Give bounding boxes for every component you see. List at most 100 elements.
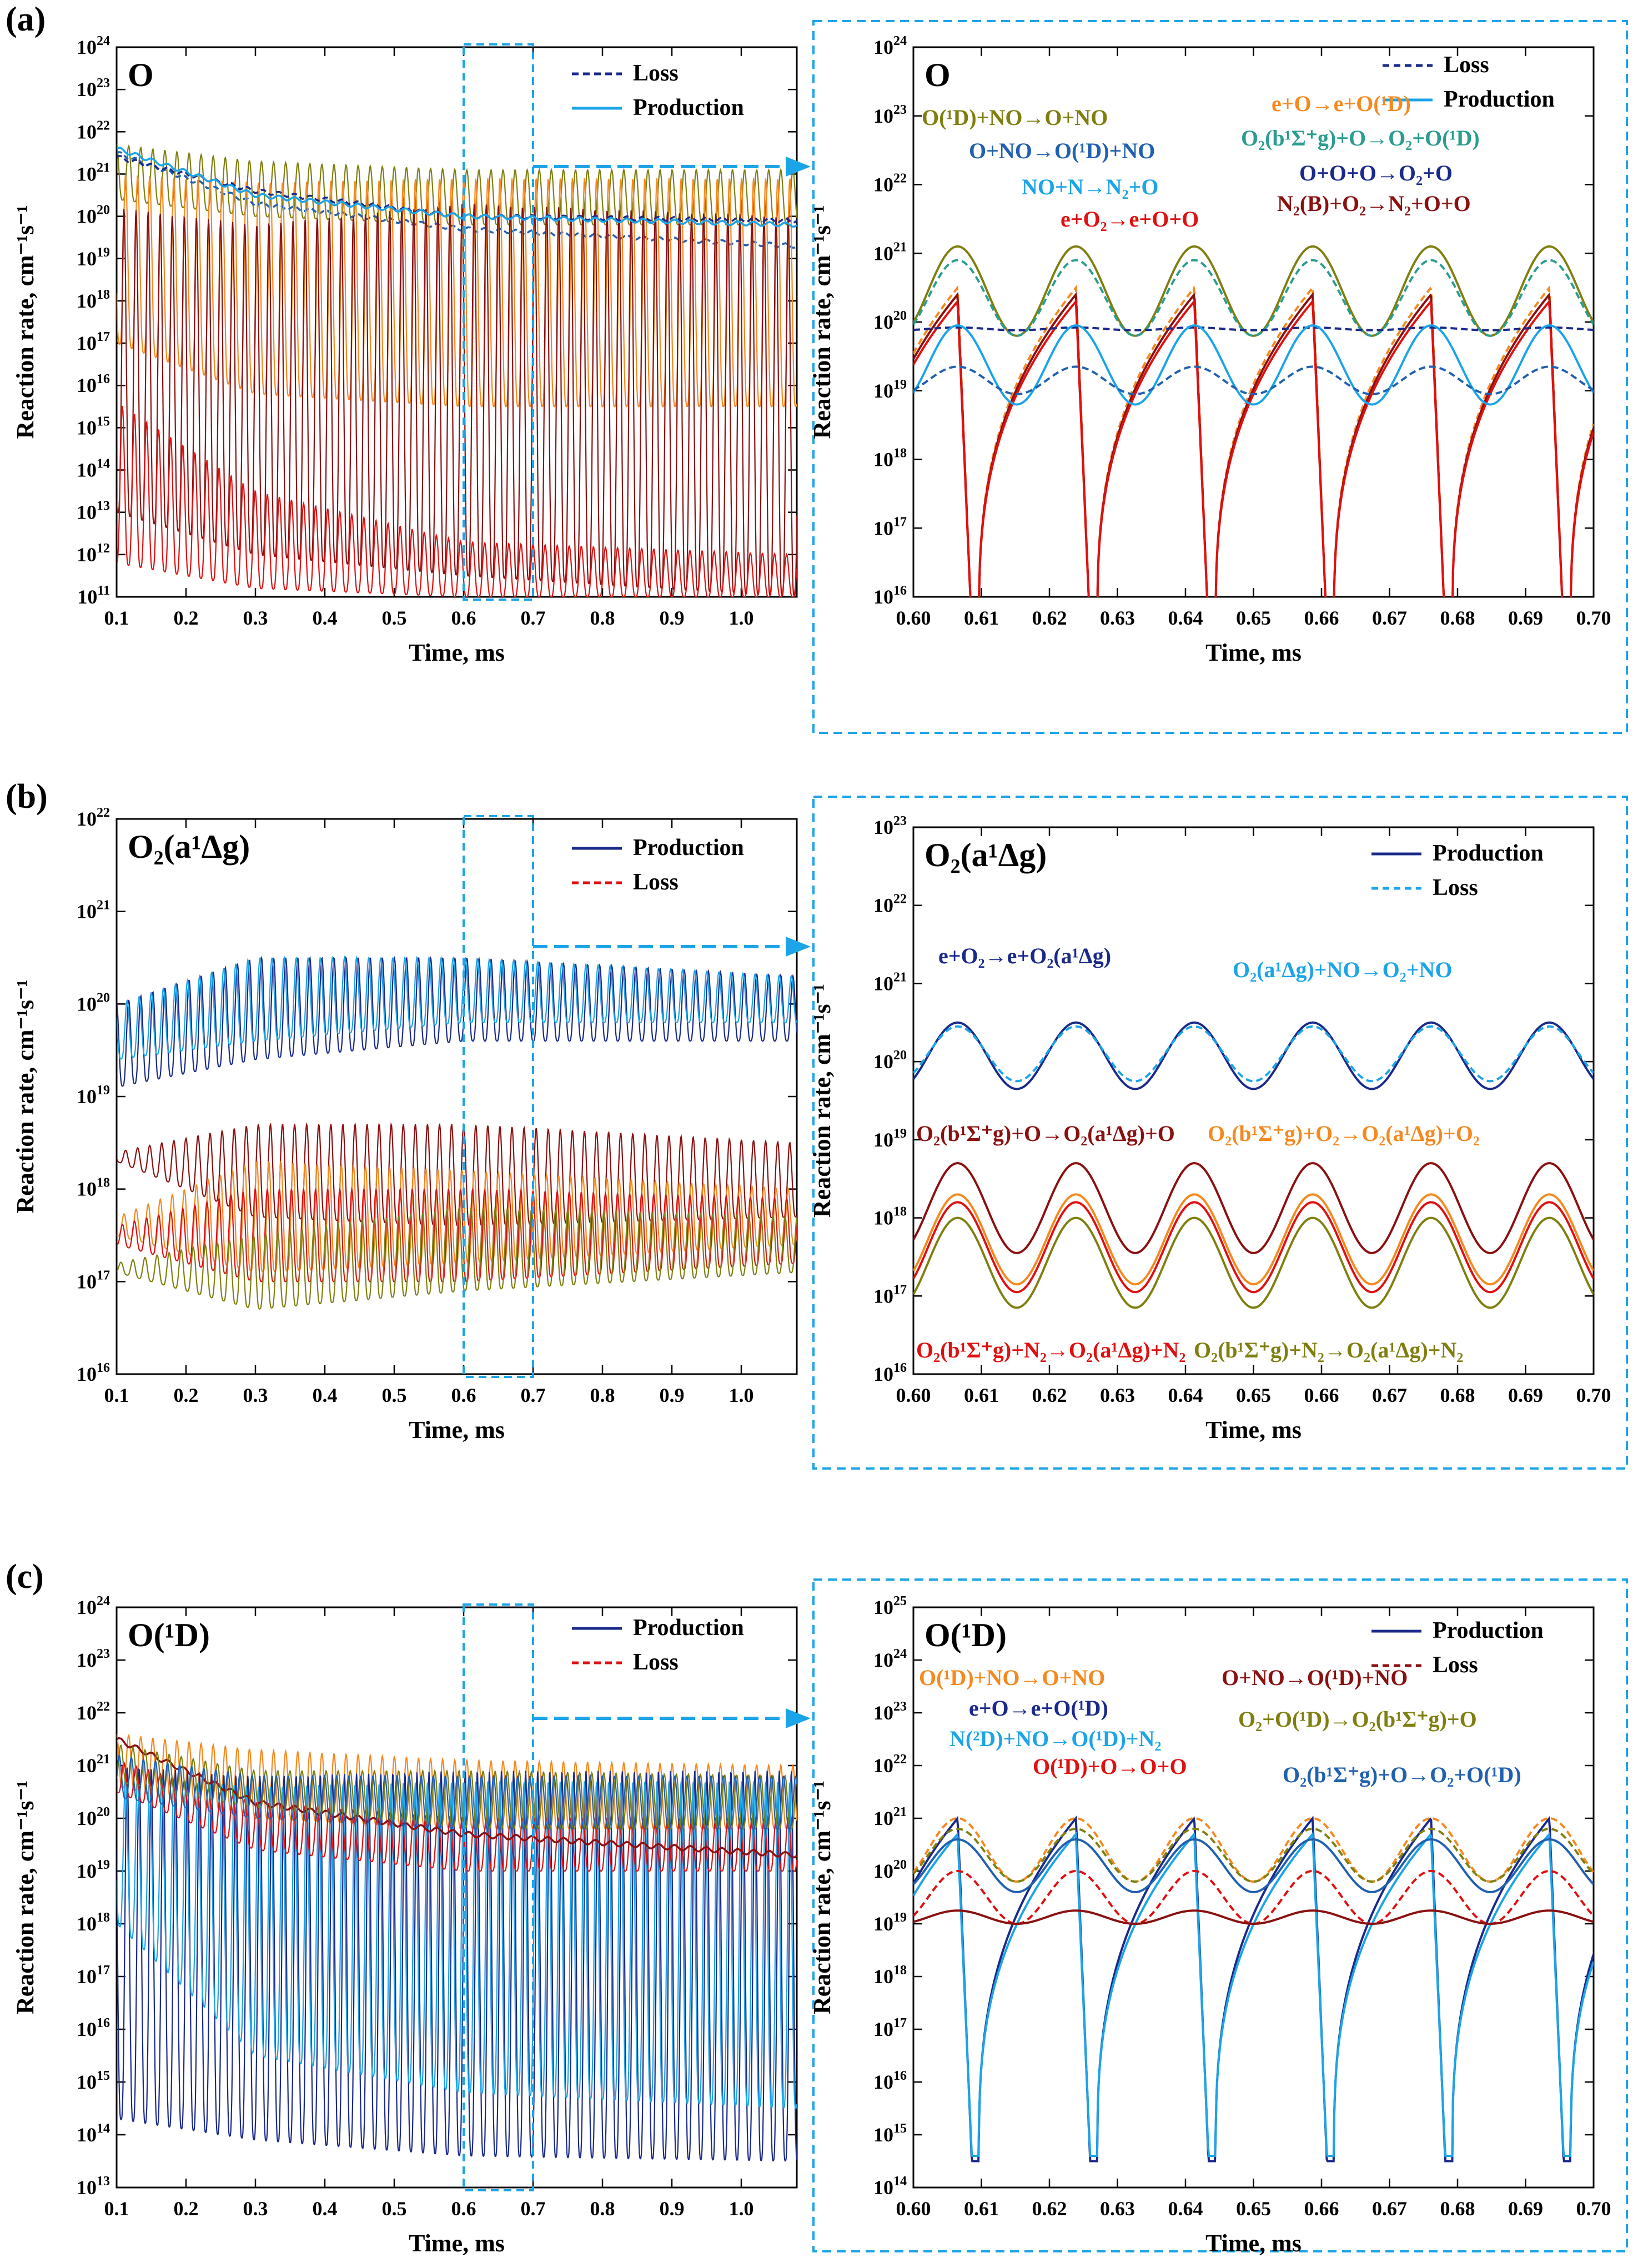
x-tick-label: 0.8: [590, 607, 615, 629]
main-species-title: O: [128, 57, 154, 93]
legend-label: Production: [1444, 87, 1555, 112]
x-tick-label: 0.70: [1576, 1384, 1611, 1406]
x-tick-label: 0.6: [451, 607, 476, 629]
series-line: [117, 144, 797, 225]
zoom-series-line: [913, 324, 1594, 406]
y-tick-label: 1021: [77, 898, 110, 923]
x-axis-label: Time, ms: [1205, 1416, 1302, 1444]
legend-label: Loss: [1433, 1652, 1478, 1678]
x-tick-label: 1.0: [729, 2197, 754, 2220]
series-line: [117, 1754, 797, 1830]
x-tick-label: 0.63: [1100, 607, 1135, 629]
zoom-frame: [812, 796, 1628, 1470]
reaction-annotation: NO+N→N₂+O: [1022, 174, 1158, 199]
zoom-series-line: [913, 1021, 1594, 1090]
reaction-annotation: e+O₂→e+O₂(a¹Δg): [938, 943, 1111, 968]
zoom-series-line: [913, 326, 1594, 331]
y-tick-label: 1019: [873, 1910, 907, 1935]
y-tick-label: 1021: [873, 1805, 907, 1829]
zoom-series-group-2: [913, 1815, 1594, 2163]
series-line: [117, 151, 797, 249]
x-axis-label: Time, ms: [1205, 639, 1302, 666]
x-axis-label: Time, ms: [409, 2230, 505, 2257]
x-tick-label: 0.2: [174, 1384, 199, 1406]
series-line: [117, 1186, 797, 1283]
zoom-legend: Production Loss: [1371, 1618, 1544, 1678]
x-tick-label: 0.1: [104, 2197, 129, 2220]
x-tick-label: 0.63: [1100, 1384, 1135, 1406]
x-tick-label: 0.65: [1236, 1384, 1271, 1406]
x-tick-label: 0.4: [313, 607, 338, 629]
legend-label: Loss: [633, 61, 679, 86]
y-tick-label: 1024: [873, 1647, 907, 1671]
x-tick-label: 0.3: [243, 1384, 268, 1406]
legend-label: Loss: [1444, 52, 1489, 78]
panel-letter: (b): [6, 778, 48, 816]
zoom-series-line: [913, 1815, 1594, 2163]
x-axis-label: Time, ms: [409, 1416, 505, 1444]
zoom-species-title: O(¹D): [924, 1617, 1007, 1653]
zoom-series-line: [913, 291, 1594, 597]
series-line: [117, 955, 797, 1060]
y-axis-label: Reaction rate, cm⁻¹s⁻¹: [12, 979, 39, 1213]
series-line: [117, 406, 797, 597]
x-tick-label: 0.8: [590, 1384, 615, 1406]
x-tick-label: 0.69: [1508, 1384, 1543, 1406]
panel-letter: (a): [6, 1, 46, 38]
x-tick-label: 0.5: [382, 1384, 407, 1406]
y-tick-label: 1022: [873, 892, 907, 917]
x-tick-label: 0.61: [964, 1384, 999, 1406]
y-tick-label: 1023: [873, 814, 907, 838]
zoom-legend: Loss Production: [1383, 52, 1555, 112]
y-tick-label: 1023: [873, 1699, 907, 1724]
x-tick-label: 0.70: [1576, 607, 1611, 629]
reaction-annotation: e+O→e+O(¹D): [1272, 91, 1411, 116]
legend-label: Production: [633, 835, 744, 861]
x-tick-label: 0.6: [451, 1384, 476, 1406]
reaction-annotation: O+O+O→O₂+O: [1299, 160, 1453, 185]
zoom-series-line: [913, 365, 1594, 395]
x-tick-label: 0.5: [382, 2197, 407, 2220]
main-species-title: O(¹D): [128, 1617, 210, 1653]
main-legend: Production Loss: [572, 835, 744, 895]
zoom-frame: [812, 20, 1628, 734]
x-tick-label: 0.3: [243, 607, 268, 629]
x-tick-label: 0.61: [964, 2197, 999, 2220]
x-tick-label: 0.69: [1508, 607, 1543, 629]
series-line: [117, 1775, 797, 2109]
highlight-window: [463, 815, 534, 1378]
legend-label: Loss: [633, 1650, 679, 1675]
y-tick-label: 1024: [77, 34, 110, 58]
x-tick-label: 0.1: [104, 607, 129, 629]
y-axis-label: Reaction rate, cm⁻¹s⁻¹: [808, 1781, 836, 2014]
y-axis-label: Reaction rate, cm⁻¹s⁻¹: [12, 1781, 39, 2014]
x-tick-label: 0.64: [1168, 607, 1203, 629]
series-line: [117, 147, 797, 228]
y-tick-label: 1018: [77, 288, 110, 312]
x-tick-label: 0.1: [104, 1384, 129, 1406]
x-tick-label: 0.66: [1304, 1384, 1339, 1406]
zoom-species-title: O: [924, 57, 951, 93]
reaction-annotation: O+NO→O(¹D)+NO: [969, 138, 1155, 163]
x-tick-label: 0.63: [1100, 2197, 1135, 2220]
y-tick-label: 1021: [873, 240, 907, 264]
legend-label: Production: [633, 1615, 744, 1641]
reaction-annotation: O₂(b¹Σ⁺g)+O→O₂+O(¹D): [1241, 125, 1480, 150]
zoom-series-line: [913, 1201, 1594, 1294]
reaction-annotation: O₂(a¹Δg)+NO→O₂+NO: [1233, 957, 1453, 982]
series-line: [117, 204, 797, 597]
zoom-series-group-1: [913, 1021, 1594, 1309]
x-tick-label: 0.4: [313, 1384, 338, 1406]
reaction-annotation: O₂(b¹Σ⁺g)+O→O₂(a¹Δg)+O: [916, 1121, 1175, 1146]
zoom-axes-2: 1014101510161017101810191020102110221023…: [808, 1594, 1611, 2257]
zoom-series-line: [913, 259, 1594, 337]
x-tick-label: 0.60: [896, 1384, 931, 1406]
y-tick-label: 1016: [873, 584, 907, 608]
zoom-legend: Production Loss: [1371, 841, 1544, 901]
reaction-annotation: O₂(b¹Σ⁺g)+N₂→O₂(a¹Δg)+N₂: [1194, 1337, 1463, 1362]
zoom-series-line: [913, 284, 1594, 597]
x-tick-label: 0.66: [1304, 607, 1339, 629]
x-tick-label: 0.67: [1372, 1384, 1407, 1406]
y-axis-label: Reaction rate, cm⁻¹s⁻¹: [12, 205, 39, 439]
main-legend: Loss Production: [572, 61, 744, 120]
